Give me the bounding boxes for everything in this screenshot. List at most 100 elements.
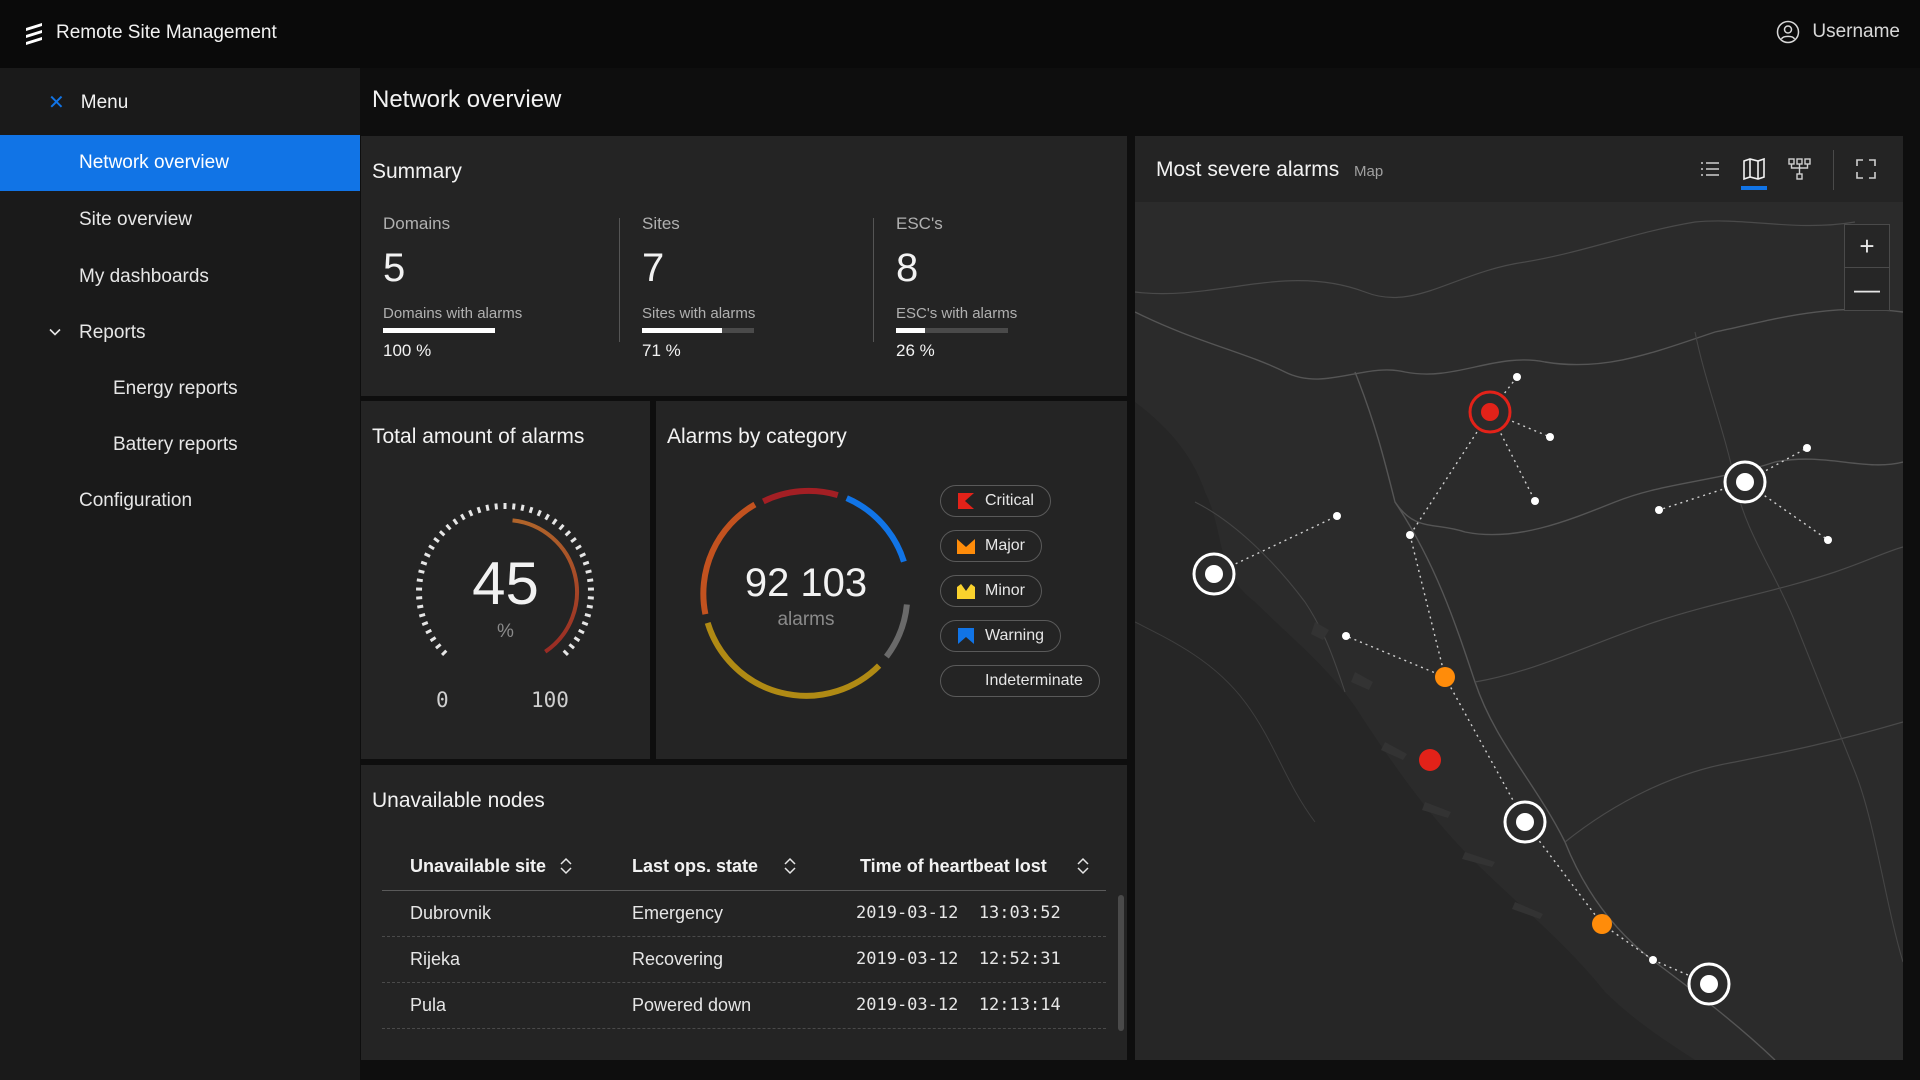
gauge-tick <box>445 523 452 531</box>
gauge-tick <box>435 643 442 650</box>
donut-unit: alarms <box>777 609 835 630</box>
unavailable-nodes-title: Unavailable nodes <box>372 789 545 812</box>
donut-total: 92 103 <box>744 561 868 605</box>
gauge-tick <box>544 513 550 521</box>
table-row[interactable]: Dubrovnik Emergency 2019-03-12 13:03:52 <box>382 891 1106 937</box>
critical-icon <box>958 493 974 509</box>
menu-toggle[interactable]: ✕ Menu <box>48 90 128 115</box>
cell-site: Dubrovnik <box>410 903 492 923</box>
table-row[interactable]: Pula Powered down 2019-03-12 12:13:14 <box>382 983 1106 1029</box>
legend-minor[interactable]: Minor <box>940 575 1043 607</box>
gauge-ticks <box>416 503 594 656</box>
gauge-tick <box>528 506 534 514</box>
topology-view-icon[interactable] <box>1786 156 1812 182</box>
gauge-tick <box>575 544 582 551</box>
map-view[interactable] <box>1135 202 1903 1060</box>
gauge-tick <box>570 537 577 544</box>
fullscreen-icon[interactable] <box>1853 156 1879 182</box>
gauge-value: 45 <box>472 550 539 617</box>
sort-icon[interactable] <box>1077 857 1089 875</box>
gauge-tick <box>438 530 446 537</box>
gauge-tick <box>441 649 448 656</box>
brand-logo-icon <box>26 23 42 45</box>
cell-ops-state: Emergency <box>632 903 724 923</box>
legend-label: Minor <box>985 582 1026 599</box>
sidebar-item-label: Reports <box>79 322 146 343</box>
sort-icon[interactable] <box>784 857 796 875</box>
gauge-unit: % <box>497 621 514 642</box>
sidebar-item-label: Battery reports <box>113 434 238 455</box>
summary-sub-label: Domains with alarms <box>383 305 523 322</box>
cell-site: Pula <box>410 995 447 1015</box>
sidebar-item-reports[interactable]: Reports <box>0 305 360 361</box>
indeterminate-icon <box>958 674 974 688</box>
column-header-site[interactable]: Unavailable site <box>410 840 572 892</box>
user-menu[interactable]: Username <box>1776 20 1900 44</box>
gauge-tick <box>494 503 499 510</box>
page-title: Network overview <box>372 86 562 113</box>
sidebar-item-my-dashboards[interactable]: My dashboards <box>0 249 360 305</box>
sidebar-item-battery-reports[interactable]: Battery reports <box>0 417 360 473</box>
summary-sub-label: ESC's with alarms <box>896 305 1018 322</box>
list-view-icon[interactable] <box>1697 156 1723 182</box>
unavailable-nodes-card: Unavailable nodes <box>361 765 1127 1060</box>
summary-escs: ESC's 8 ESC's with alarms 26 % <box>896 214 1017 361</box>
legend-critical[interactable]: Critical <box>940 485 1051 517</box>
gauge-tick <box>416 578 423 583</box>
alarms-by-category-card: Alarms by category 92 103 alarms <box>656 401 1127 759</box>
cell-heartbeat: 2019-03-12 12:13:14 <box>856 995 1061 1015</box>
gauge-tick <box>562 649 569 656</box>
username: Username <box>1812 21 1900 42</box>
map-title: Most severe alarms <box>1156 158 1340 181</box>
alarm-donut-chart <box>700 487 910 699</box>
total-alarms-card: Total amount of alarms 45 % 0 100 <box>361 401 650 759</box>
sidebar-item-site-overview[interactable]: Site overview <box>0 192 360 248</box>
sidebar-item-network-overview[interactable]: Network overview <box>0 135 360 191</box>
close-icon[interactable]: ✕ <box>48 92 65 114</box>
summary-progress-bar <box>383 328 495 333</box>
gauge-tick <box>579 552 587 558</box>
gauge-tick <box>420 560 428 566</box>
gauge-tick <box>418 612 426 618</box>
gauge-tick <box>573 636 581 643</box>
divider <box>873 218 874 342</box>
table-scrollbar[interactable] <box>1118 895 1124 1031</box>
column-header-label: Unavailable site <box>410 855 547 876</box>
column-header-ops-state[interactable]: Last ops. state <box>632 840 796 892</box>
active-view-indicator <box>1741 186 1767 190</box>
gauge-min-label: 0 <box>436 688 449 712</box>
summary-percent: 71 % <box>642 341 681 360</box>
column-header-label: Last ops. state <box>632 855 759 876</box>
gauge-tick <box>536 509 542 517</box>
sort-icon[interactable] <box>560 857 572 875</box>
zoom-out-button[interactable]: — <box>1844 267 1890 311</box>
legend-label: Warning <box>985 627 1044 644</box>
gauge-tick <box>460 513 466 521</box>
summary-value: 8 <box>896 246 919 290</box>
chevron-down-icon <box>49 328 61 336</box>
sidebar-item-label: Site overview <box>79 209 192 230</box>
sidebar-item-energy-reports[interactable]: Energy reports <box>0 361 360 417</box>
gauge-tick <box>511 503 516 510</box>
map-view-icon[interactable] <box>1741 156 1767 182</box>
gauge-tick <box>485 504 490 512</box>
cell-ops-state: Powered down <box>632 995 752 1015</box>
sidebar-item-label: My dashboards <box>79 266 209 287</box>
summary-label: ESC's <box>896 214 943 233</box>
gauge-tick <box>476 506 482 514</box>
sidebar-item-configuration[interactable]: Configuration <box>0 473 360 529</box>
sidebar-item-label: Energy reports <box>113 378 238 399</box>
table-row[interactable]: Rijeka Recovering 2019-03-12 12:52:31 <box>382 937 1106 983</box>
summary-progress-bar <box>896 328 1008 333</box>
gauge-tick <box>433 537 440 544</box>
zoom-in-button[interactable]: + <box>1844 224 1890 268</box>
legend-major[interactable]: Major <box>940 530 1043 562</box>
gauge-tick <box>568 643 575 650</box>
gauge-tick <box>582 560 590 566</box>
legend-indeterminate[interactable]: Indeterminate <box>940 665 1100 697</box>
sidebar: ✕ Menu Network overview Site overview My… <box>0 68 360 1080</box>
column-header-heartbeat[interactable]: Time of heartbeat lost <box>860 840 1089 892</box>
gauge-max-label: 100 <box>531 688 569 712</box>
major-icon <box>957 539 975 554</box>
legend-warning[interactable]: Warning <box>940 620 1061 652</box>
